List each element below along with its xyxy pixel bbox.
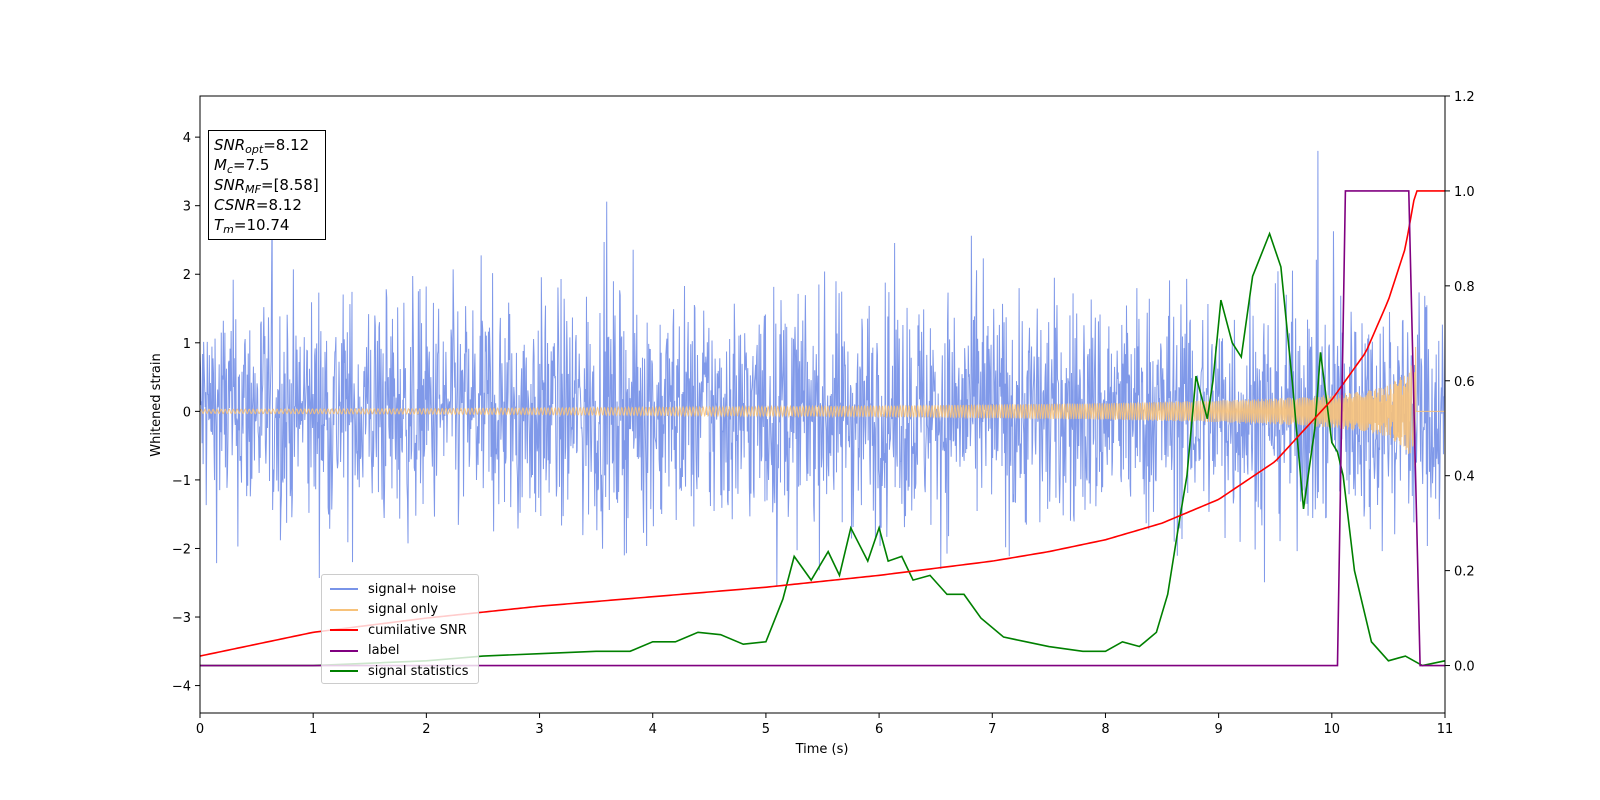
legend-item: signal statistics	[330, 661, 469, 681]
legend-label: label	[368, 643, 400, 658]
label-line	[200, 190, 1445, 667]
legend-swatch	[330, 649, 358, 652]
snr-info-line: CSNR=8.12	[214, 196, 302, 214]
x-tick-label: 7	[988, 722, 996, 737]
snr-info-box: SNRopt=8.12 Mc=7.5 SNRMF=[8.58] CSNR=8.12 Tm…	[208, 130, 326, 240]
series-signal-statistics	[200, 231, 1446, 667]
legend-item: signal+ noise	[330, 579, 456, 599]
x-tick-label: 3	[535, 722, 543, 737]
snr-info-line: SNRopt=8.12	[214, 136, 310, 156]
y-tick-label: 2	[183, 268, 191, 283]
legend-label: cumilative SNR	[368, 622, 467, 638]
y2-tick-label: 0.8	[1454, 280, 1475, 295]
legend-swatch	[330, 588, 358, 590]
x-tick-label: 8	[1101, 722, 1109, 737]
legend-label: signal+ noise	[368, 581, 457, 597]
y-tick-label: −4	[172, 680, 191, 695]
y-tick-label: 4	[183, 131, 191, 146]
x-tick-label: 9	[1214, 722, 1222, 737]
y-axis-left: −4 −3 −2 −1 0 1 2 3 4	[172, 131, 200, 695]
legend-item: signal only	[330, 600, 438, 620]
series-signal-only	[199, 346, 1445, 467]
x-tick-label: 2	[422, 722, 430, 737]
x-tick-label: 4	[649, 722, 657, 737]
y2-tick-label: 0.4	[1454, 470, 1475, 485]
series-signal-noise	[199, 150, 1446, 586]
legend-label: signal only	[368, 602, 439, 617]
signal-noise-line	[199, 150, 1446, 586]
x-axis: 0 1 2 3 4 5 6 7 8 9 10 11	[196, 713, 1453, 737]
y-tick-label: −3	[172, 611, 191, 626]
signal-statistics-line	[200, 231, 1446, 667]
y2-tick-label: 1.2	[1454, 90, 1475, 105]
legend-item: label	[330, 641, 399, 661]
y2-tick-label: 0.0	[1454, 660, 1475, 675]
y-tick-label: −2	[172, 542, 191, 557]
y2-tick-label: 0.6	[1454, 375, 1475, 390]
snr-info-line: Tm=10.74	[214, 216, 290, 236]
y2-tick-label: 0.2	[1454, 565, 1475, 580]
y-tick-label: 0	[183, 405, 191, 420]
snr-info-line: SNRMF=[8.58]	[214, 176, 319, 196]
series-label	[200, 190, 1445, 667]
x-tick-label: 10	[1324, 722, 1341, 737]
x-tick-label: 6	[875, 722, 883, 737]
y-tick-label: 3	[183, 200, 191, 215]
legend-label: signal statistics	[368, 663, 469, 679]
signal-only-line	[199, 346, 1445, 467]
legend-swatch	[330, 608, 358, 611]
y2-tick-label: 1.0	[1454, 185, 1475, 200]
snr-info-line: Mc=7.5	[214, 156, 270, 176]
legend-swatch	[330, 670, 358, 672]
y-tick-label: 1	[183, 337, 191, 352]
y-axis-label: Whitened strain	[149, 353, 164, 456]
x-tick-label: 11	[1437, 722, 1454, 737]
legend-item: cumilative SNR	[330, 620, 467, 640]
legend-swatch	[330, 629, 358, 631]
y-axis-right: 0.0 0.2 0.4 0.6 0.8 1.0 1.2	[1445, 90, 1475, 675]
x-tick-label: 5	[762, 722, 770, 737]
y-tick-label: −1	[172, 474, 191, 489]
x-tick-label: 1	[309, 722, 317, 737]
legend: signal+ noise signal only cumilative SNR la…	[321, 574, 479, 684]
plot-frame	[199, 95, 1446, 714]
x-tick-label: 0	[196, 722, 204, 737]
x-axis-label: Time (s)	[795, 742, 849, 757]
